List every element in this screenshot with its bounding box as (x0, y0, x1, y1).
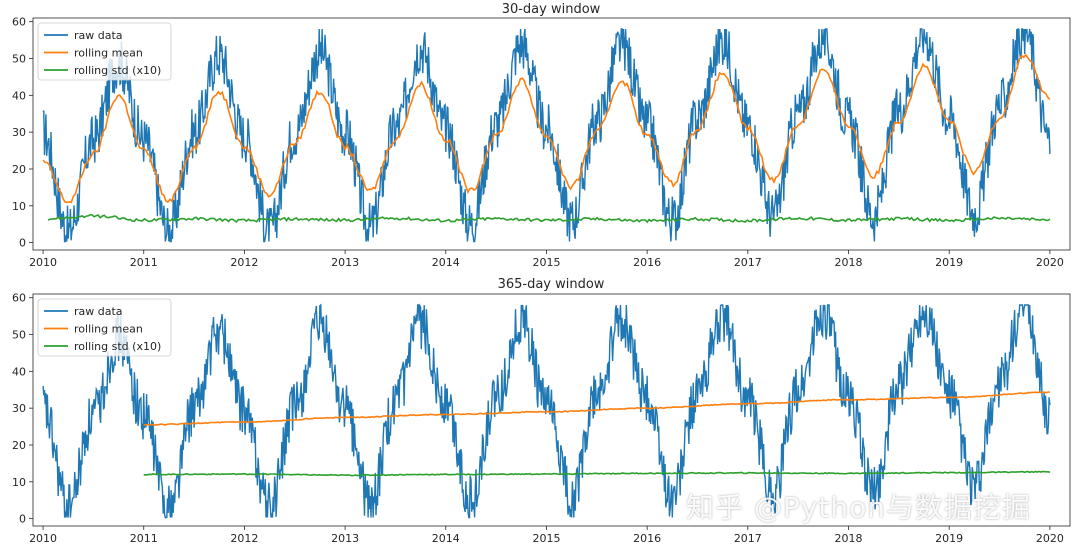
x-tick-label: 2010 (29, 532, 57, 545)
x-tick-label: 2017 (734, 256, 762, 269)
x-tick-label: 2016 (633, 256, 661, 269)
legend-label: rolling std (x10) (74, 340, 161, 353)
x-tick-label: 2014 (432, 532, 460, 545)
x-tick-label: 2013 (331, 256, 359, 269)
series-line-raw-data (42, 303, 1051, 519)
x-tick-label: 2011 (130, 256, 158, 269)
x-tick-label: 2014 (432, 256, 460, 269)
chart-panel-365-day: 365-day window 2010 2011 2012 2013 2014 2015 2… (12, 277, 1071, 545)
y-tick-label: 50 (12, 329, 26, 342)
y-tick-label: 20 (12, 163, 26, 176)
plot-lines (42, 303, 1051, 519)
watermark: 知乎 @Python与数据挖掘 (686, 491, 1031, 524)
x-tick-label: 2010 (29, 256, 57, 269)
series-line-rolling-std (143, 470, 1051, 477)
x-tick-label: 2012 (230, 256, 258, 269)
y-tick-label: 0 (19, 237, 26, 250)
axes-frame (32, 293, 1071, 527)
y-tick-label: 10 (12, 476, 26, 489)
x-tick-label: 2015 (532, 256, 560, 269)
y-tick-label: 10 (12, 200, 26, 213)
series-line-raw-data (42, 27, 1051, 243)
legend-label: rolling mean (74, 323, 143, 336)
y-tick-label: 40 (12, 89, 26, 102)
y-tick-label: 30 (12, 126, 26, 139)
x-tick-label: 2019 (935, 532, 963, 545)
y-tick-label: 60 (12, 16, 26, 29)
x-tick-label: 2013 (331, 532, 359, 545)
x-tick-label: 2011 (130, 532, 158, 545)
x-tick-label: 2018 (835, 256, 863, 269)
legend-label: raw data (74, 305, 123, 318)
legend-label: raw data (74, 29, 123, 42)
x-tick-label: 2017 (734, 532, 762, 545)
legend: raw data rolling mean rolling std (x10) (37, 22, 172, 81)
axes: 2010 2011 2012 2013 2014 2015 2016 2017 2018 2019… (12, 16, 1071, 269)
y-tick-label: 20 (12, 439, 26, 452)
x-tick-label: 2012 (230, 532, 258, 545)
legend-label: rolling std (x10) (74, 64, 161, 77)
legend: raw data rolling mean rolling std (x10) (37, 298, 172, 357)
x-tick-label: 2019 (935, 256, 963, 269)
y-tick-label: 0 (19, 513, 26, 526)
x-tick-label: 2016 (633, 532, 661, 545)
x-tick-label: 2020 (1036, 256, 1064, 269)
y-tick-label: 40 (12, 365, 26, 378)
legend-label: rolling mean (74, 47, 143, 60)
series-line-rolling-mean (143, 391, 1050, 426)
x-tick-label: 2020 (1036, 532, 1064, 545)
axes: 2010 2011 2012 2013 2014 2015 2016 2017 2018 2019… (12, 292, 1071, 545)
legend-box (37, 22, 172, 81)
chart-title: 30-day window (502, 2, 601, 17)
y-tick-label: 60 (12, 292, 26, 305)
chart-panel-30-day: 30-day window 2010 2011 2012 2013 2014 2015 20… (12, 2, 1071, 269)
x-tick-label: 2018 (835, 532, 863, 545)
plot-lines (42, 27, 1051, 243)
y-tick-label: 30 (12, 402, 26, 415)
series-line-rolling-std (47, 213, 1051, 224)
series-line-rolling-mean (42, 53, 1051, 204)
chart-title: 365-day window (498, 277, 605, 292)
legend-box (37, 298, 172, 357)
x-tick-label: 2015 (532, 532, 560, 545)
y-tick-label: 50 (12, 53, 26, 66)
axes-frame (32, 17, 1071, 251)
